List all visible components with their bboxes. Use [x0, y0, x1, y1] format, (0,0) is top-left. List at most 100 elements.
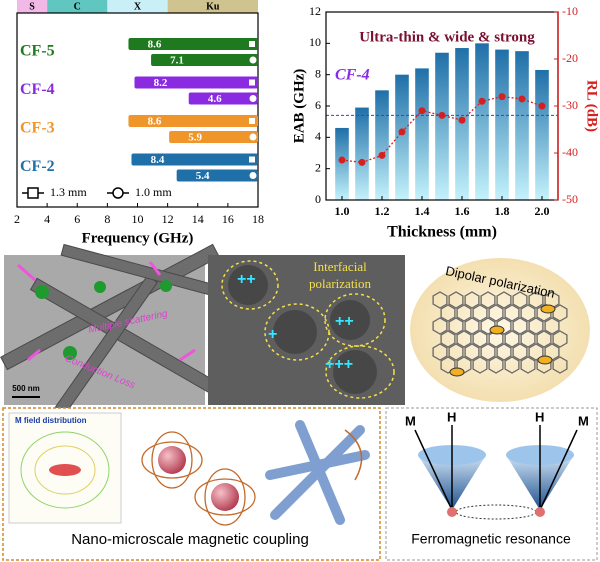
y-tick-label: 12	[309, 4, 321, 18]
category-label: CF-3	[20, 120, 55, 137]
dipolar-panel: Dipolar polarization	[410, 258, 590, 402]
value-label: 5.4	[196, 170, 210, 182]
x-tick-label: 2	[14, 212, 20, 226]
x-tick-label: 1.4	[415, 204, 430, 218]
band	[167, 0, 258, 13]
band	[47, 0, 108, 13]
y-tick-label: 4	[315, 129, 321, 143]
x-tick-label: 4	[44, 212, 50, 226]
legend-label: 1.3 mm	[50, 185, 87, 199]
eab-bar	[475, 43, 489, 201]
value-label: 8.2	[154, 77, 168, 89]
bar-marker	[249, 95, 257, 102]
chart-subtitle: CF-4	[335, 67, 370, 84]
range-bar	[131, 153, 258, 166]
y-tick-label: 2	[315, 160, 321, 174]
band	[17, 0, 48, 13]
range-bar	[188, 92, 258, 105]
y2-tick-label: -30	[562, 98, 578, 112]
legend-marker	[27, 187, 39, 199]
x-tick-label: 8	[104, 212, 110, 226]
y2-axis-label: RL (dB)	[584, 80, 600, 132]
range-bar	[128, 38, 258, 50]
value-label: 7.1	[170, 55, 184, 67]
legend-marker	[112, 187, 124, 199]
range-bar	[128, 115, 258, 127]
rl-point	[358, 158, 366, 166]
svg-text:++: ++	[335, 313, 354, 330]
inset-title: M field distribution	[15, 416, 87, 425]
x-tick-label: 1.2	[375, 204, 390, 218]
bar-marker	[249, 156, 255, 163]
x-tick-label: 1.8	[495, 204, 510, 218]
eab-bar	[415, 68, 429, 201]
x-tick-label: 1.6	[455, 204, 470, 218]
svg-text:++: ++	[237, 271, 256, 288]
bar-marker	[249, 56, 257, 64]
range-bar	[151, 54, 258, 66]
y2-tick-label: -10	[562, 4, 578, 18]
rl-point	[478, 97, 486, 105]
range-bar	[176, 169, 258, 182]
rl-point	[378, 151, 386, 159]
y-tick-label: 10	[309, 35, 321, 49]
value-label: 8.6	[148, 116, 162, 128]
band-label: S	[29, 1, 35, 12]
eab-bar	[495, 49, 509, 200]
x-tick-label: 14	[192, 212, 204, 226]
y-tick-label: 8	[315, 66, 321, 80]
rl-point	[418, 107, 426, 115]
category-label: CF-2	[20, 158, 55, 175]
x-tick-label: 18	[252, 212, 264, 226]
y-tick-label: 0	[315, 192, 321, 206]
eab-bar	[455, 48, 469, 201]
rl-point	[498, 93, 506, 101]
band-label: X	[134, 1, 142, 12]
bar-marker	[249, 41, 255, 47]
eab-bar	[515, 51, 529, 200]
x-axis-label: Thickness (mm)	[387, 224, 497, 241]
eab-bar	[355, 107, 369, 200]
rl-point	[518, 95, 526, 103]
bar-marker	[249, 118, 255, 124]
range-bar	[134, 76, 258, 89]
svg-text:+++: +++	[325, 356, 353, 373]
bar-marker	[249, 172, 257, 179]
category-label: CF-5	[20, 43, 55, 60]
axis-letter: H	[447, 409, 456, 424]
rl-point	[458, 116, 466, 124]
x-tick-label: 1.0	[335, 204, 350, 218]
interfacial-label: polarization	[309, 276, 372, 291]
x-tick-label: 16	[222, 212, 234, 226]
axis-letter: M	[405, 413, 416, 428]
ferro-caption: Ferromagnetic resonance	[411, 531, 571, 547]
x-tick-label: 6	[74, 212, 80, 226]
value-label: 8.4	[151, 154, 165, 166]
interfacial-panel: ++++++++ Interfacial polarization	[208, 255, 405, 405]
bar-marker	[249, 133, 257, 141]
y2-tick-label: -20	[562, 51, 578, 65]
y2-tick-label: -50	[562, 192, 578, 206]
rl-point	[338, 156, 346, 164]
category-label: CF-4	[20, 81, 55, 98]
bar-marker	[249, 79, 255, 86]
eab-bar	[375, 90, 389, 200]
value-label: 8.6	[148, 39, 162, 51]
rl-point	[398, 128, 406, 136]
value-label: 5.9	[188, 132, 202, 144]
x-tick-label: 2.0	[535, 204, 550, 218]
interfacial-label: Interfacial	[313, 259, 367, 274]
scale-bar: 500 nm	[12, 384, 40, 393]
svg-text:+: +	[268, 326, 277, 343]
ferro-panel: M H H M Ferromagnetic resonance	[385, 407, 598, 561]
x-tick-label: 12	[162, 212, 174, 226]
eab-bar	[395, 74, 409, 200]
legend-label: 1.0 mm	[135, 185, 172, 199]
eab-bar	[535, 69, 549, 200]
y-axis-label: EAB (GHz)	[291, 69, 307, 144]
scattering-panel: Multiple scattering Conduction Loss 500 …	[0, 243, 220, 448]
band-label: Ku	[206, 1, 220, 12]
y2-tick-label: -40	[562, 145, 578, 159]
band-label: C	[74, 1, 81, 12]
